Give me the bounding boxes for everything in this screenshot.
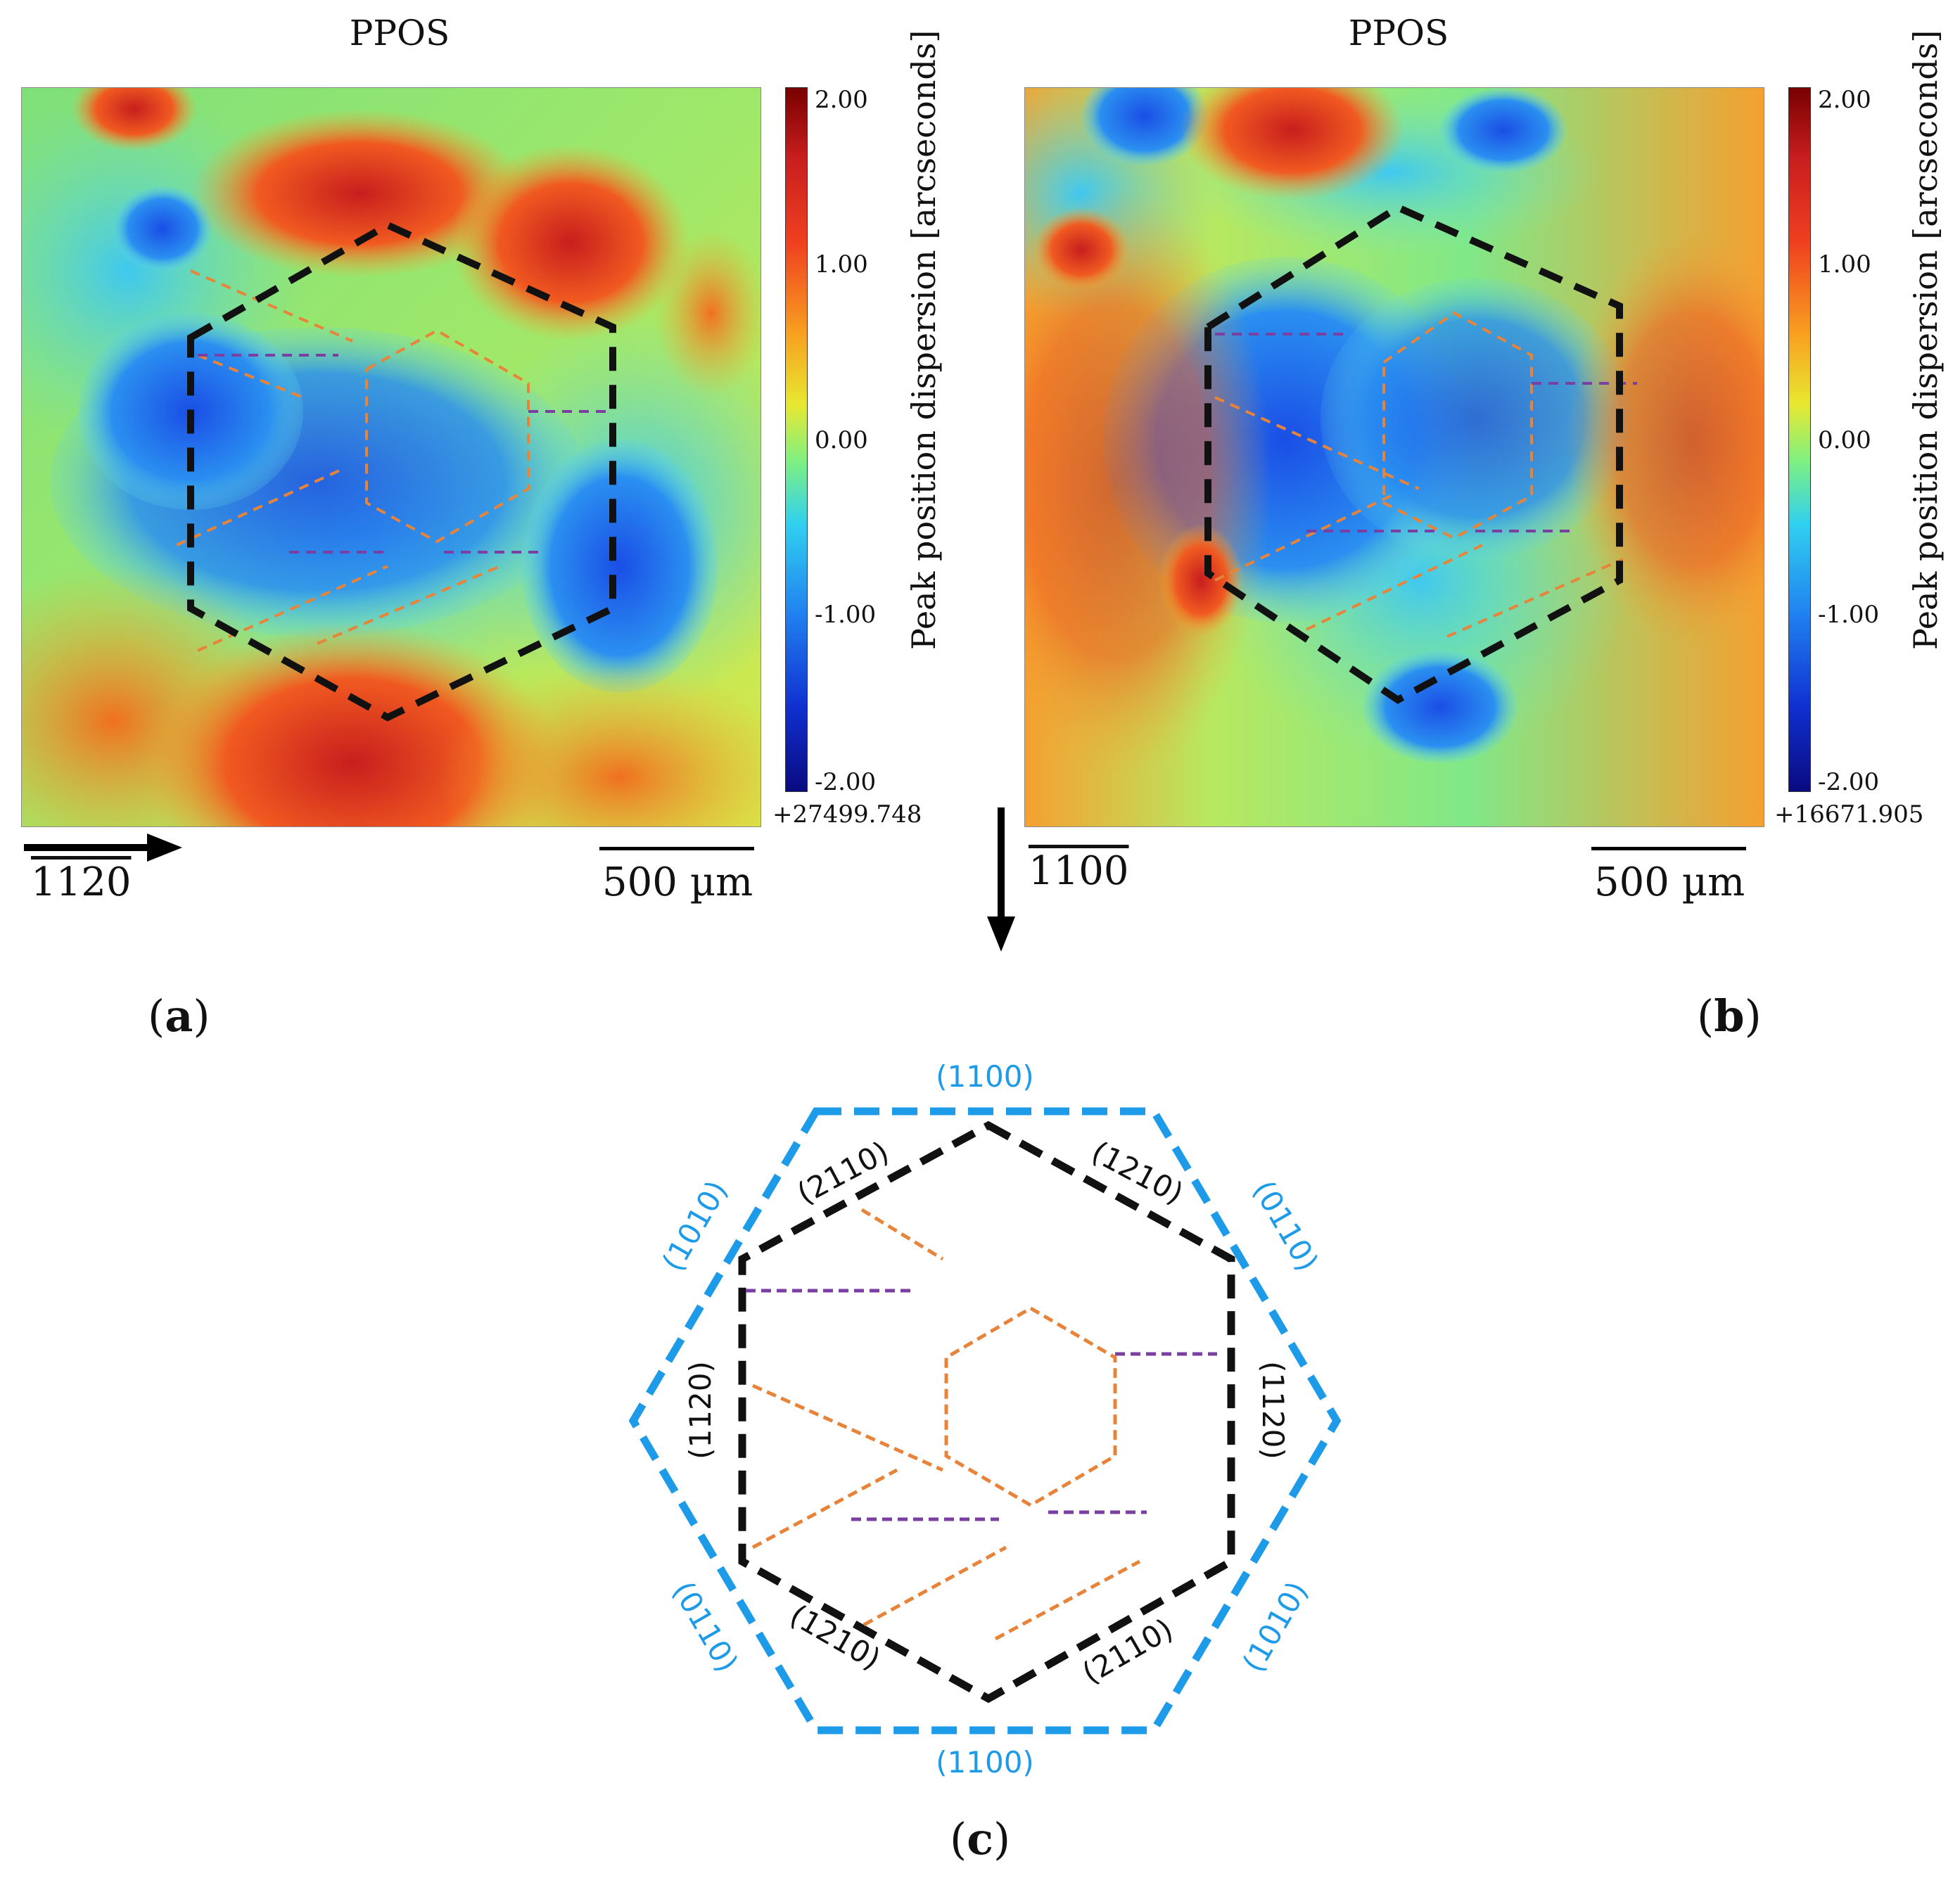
panel-b-label: (b)	[1697, 990, 1762, 1042]
panel-b-label-letter: b	[1714, 990, 1745, 1042]
panel-b-direction-arrow-icon	[987, 807, 1015, 952]
panel-a-map	[21, 87, 761, 827]
inner-label-right: (1120)	[1256, 1361, 1290, 1459]
panel-a-scale-label: 500 µm	[602, 860, 753, 905]
panel-c-diagram: (1100) (1100) (1010) (0110) (0110) (1010…	[628, 1059, 1342, 1779]
panel-b-offset: +16671.905	[1774, 800, 1924, 829]
orange-line-1	[860, 1208, 944, 1261]
panel-a-tick-1: 2.00	[815, 86, 868, 114]
outer-label-upper-left: (1010)	[655, 1175, 734, 1277]
outer-hexagon	[628, 1107, 1342, 1734]
inner-hexagon	[738, 1120, 1235, 1704]
panel-a-tick-2: 1.00	[815, 250, 868, 279]
panel-a-colorbar	[785, 87, 808, 792]
panel-b-scale-bar	[1591, 847, 1746, 850]
orange-line-2	[751, 1384, 944, 1472]
panel-b-scale-label: 500 µm	[1594, 860, 1745, 905]
panel-a-offset: +27499.748	[772, 800, 922, 829]
panel-a-direction-text: 1120	[31, 860, 132, 905]
inner-label-upper-left: (2110)	[791, 1135, 894, 1211]
outer-label-lower-left: (0110)	[666, 1576, 744, 1678]
orange-line-4	[863, 1545, 1007, 1627]
panel-b-tick-2: 1.00	[1818, 250, 1871, 279]
panel-b-direction-label: 1100	[1029, 848, 1129, 894]
panel-b-map	[1024, 87, 1764, 827]
inner-label-left: (1120)	[683, 1361, 718, 1459]
outer-label-bottom: (1100)	[936, 1745, 1034, 1779]
panel-c-label: (c)	[950, 1813, 1011, 1865]
panel-a-tick-3: 0.00	[815, 426, 868, 454]
panel-b-title: PPOS	[1348, 13, 1449, 53]
panel-b-tick-4: -1.00	[1818, 601, 1880, 629]
panel-c-label-letter: c	[967, 1813, 993, 1865]
panel-b-direction-overbar-1: 1100	[1029, 848, 1129, 894]
panel-a-title: PPOS	[349, 13, 450, 53]
orange-line-5	[994, 1559, 1141, 1641]
panel-a-direction-arrow-icon	[24, 833, 182, 862]
panel-a-scale-bar	[599, 847, 754, 850]
panel-a-tick-4: -1.00	[815, 601, 877, 629]
panel-a-tick-5: -2.00	[815, 768, 877, 796]
panel-b-colorbar	[1788, 87, 1811, 792]
panel-b-tick-1: 2.00	[1818, 86, 1871, 114]
outer-label-upper-right: (0110)	[1246, 1175, 1325, 1277]
inner-label-upper-right: (1210)	[1086, 1135, 1189, 1211]
outer-label-top: (1100)	[936, 1059, 1034, 1094]
inner-small-hexagon	[944, 1306, 1117, 1507]
panel-b-tick-5: -2.00	[1818, 768, 1880, 796]
outer-label-lower-right: (1010)	[1235, 1576, 1314, 1678]
panel-b-tick-3: 0.00	[1818, 426, 1871, 454]
orange-line-3	[751, 1468, 898, 1549]
panel-b-colorbar-title: Peak position dispersion [arcseconds]	[1907, 30, 1945, 650]
panel-a-colorbar-title: Peak position dispersion [arcseconds]	[905, 30, 943, 650]
panel-a-label: (a)	[148, 990, 210, 1042]
panel-a-label-letter: a	[165, 990, 193, 1042]
panel-a-direction-label: 1120	[31, 860, 132, 905]
